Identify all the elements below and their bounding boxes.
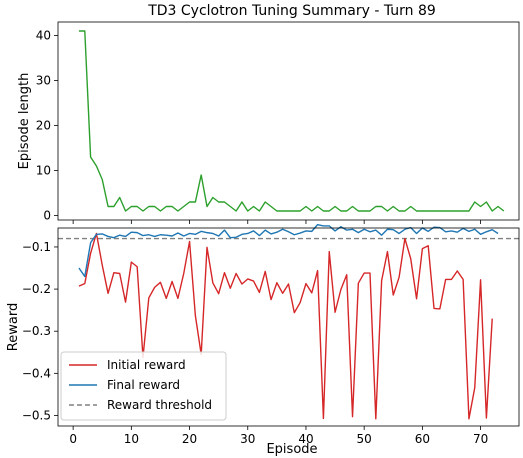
- reward-legend: Initial reward Final reward Reward thresho…: [60, 351, 227, 421]
- threshold-legend-label: Reward threshold: [107, 398, 212, 412]
- episode-length-y-tick-label: 40: [36, 29, 51, 43]
- reward-y-tick-label: −0.3: [22, 324, 51, 338]
- final-reward-legend-label: Final reward: [107, 378, 180, 392]
- x-axis-title: Episode: [266, 442, 317, 457]
- final-reward-line: [78, 223, 499, 278]
- episode-length-y-tick-label: 30: [36, 74, 51, 88]
- reward-y-axis-title: Reward: [6, 303, 21, 351]
- reward-y-tick-label: −0.1: [22, 240, 51, 254]
- legend-frame: [60, 351, 227, 421]
- episode-length-y-tick-label: 10: [36, 164, 51, 178]
- episode-length-plot-frame: [57, 21, 520, 221]
- reward-y-tick-label: −0.5: [22, 408, 51, 422]
- reward-plot: 0 10 20 30 40 50 60 70 −0.1 −0.2 −0.3 −0.4 −0.5 Rewar…: [6, 223, 520, 446]
- chart-title: TD3 Cyclotron Tuning Summary - Turn 89: [147, 3, 436, 19]
- reward-plot-frame: [57, 227, 520, 427]
- x-tick-label: 40: [298, 432, 313, 446]
- episode-length-y-tick-label: 20: [36, 119, 51, 133]
- episode-length-y-axis-title: Episode length: [17, 73, 32, 170]
- initial-reward-legend-label: Initial reward: [107, 358, 186, 372]
- reward-y-tick-label: −0.4: [22, 366, 51, 380]
- episode-length-y-tick-label: 0: [43, 209, 51, 223]
- x-tick-label: 70: [473, 432, 488, 446]
- x-tick-label: 20: [182, 432, 197, 446]
- x-tick-label: 60: [415, 432, 430, 446]
- x-tick-label: 50: [357, 432, 372, 446]
- episode-length-plot: 0 10 20 30 40 Episode length: [17, 21, 520, 224]
- x-tick-label: 0: [69, 432, 77, 446]
- reward-y-tick-label: −0.2: [22, 282, 51, 296]
- episode-length-line: [78, 30, 505, 212]
- x-tick-label: 30: [240, 432, 255, 446]
- x-tick-label: 10: [124, 432, 139, 446]
- initial-reward-line: [78, 232, 493, 420]
